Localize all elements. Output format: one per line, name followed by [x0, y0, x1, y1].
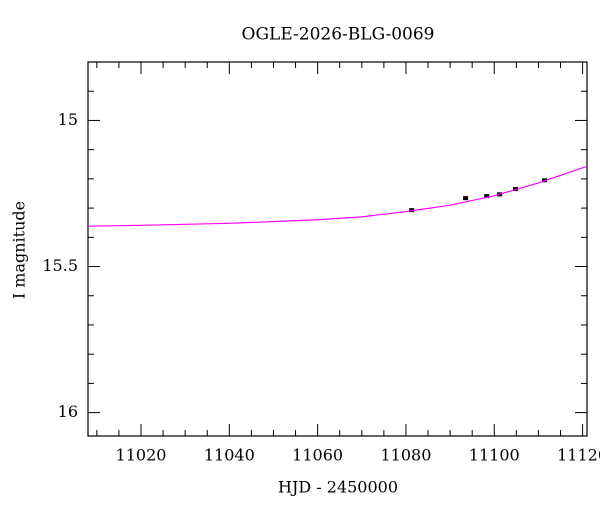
x-axis-label: HJD - 2450000 — [278, 478, 398, 497]
x-tick-label: 11100 — [469, 446, 520, 465]
data-point — [484, 194, 490, 199]
data-point — [409, 208, 415, 213]
x-tick-label: 11040 — [204, 446, 255, 465]
y-tick-label: 16 — [58, 402, 78, 421]
x-tick-label: 11080 — [380, 446, 431, 465]
y-axis-label: I magnitude — [10, 201, 29, 299]
y-tick-label: 15 — [58, 110, 78, 129]
data-point — [463, 196, 469, 201]
plot-frame — [87, 61, 588, 437]
y-tick-label: 15.5 — [42, 256, 78, 275]
chart-title: OGLE-2026-BLG-0069 — [242, 25, 435, 45]
model-curve — [87, 165, 588, 227]
x-tick-label: 11020 — [116, 446, 167, 465]
x-tick-label: 11060 — [292, 446, 343, 465]
x-tick-label: 11120 — [557, 446, 600, 465]
